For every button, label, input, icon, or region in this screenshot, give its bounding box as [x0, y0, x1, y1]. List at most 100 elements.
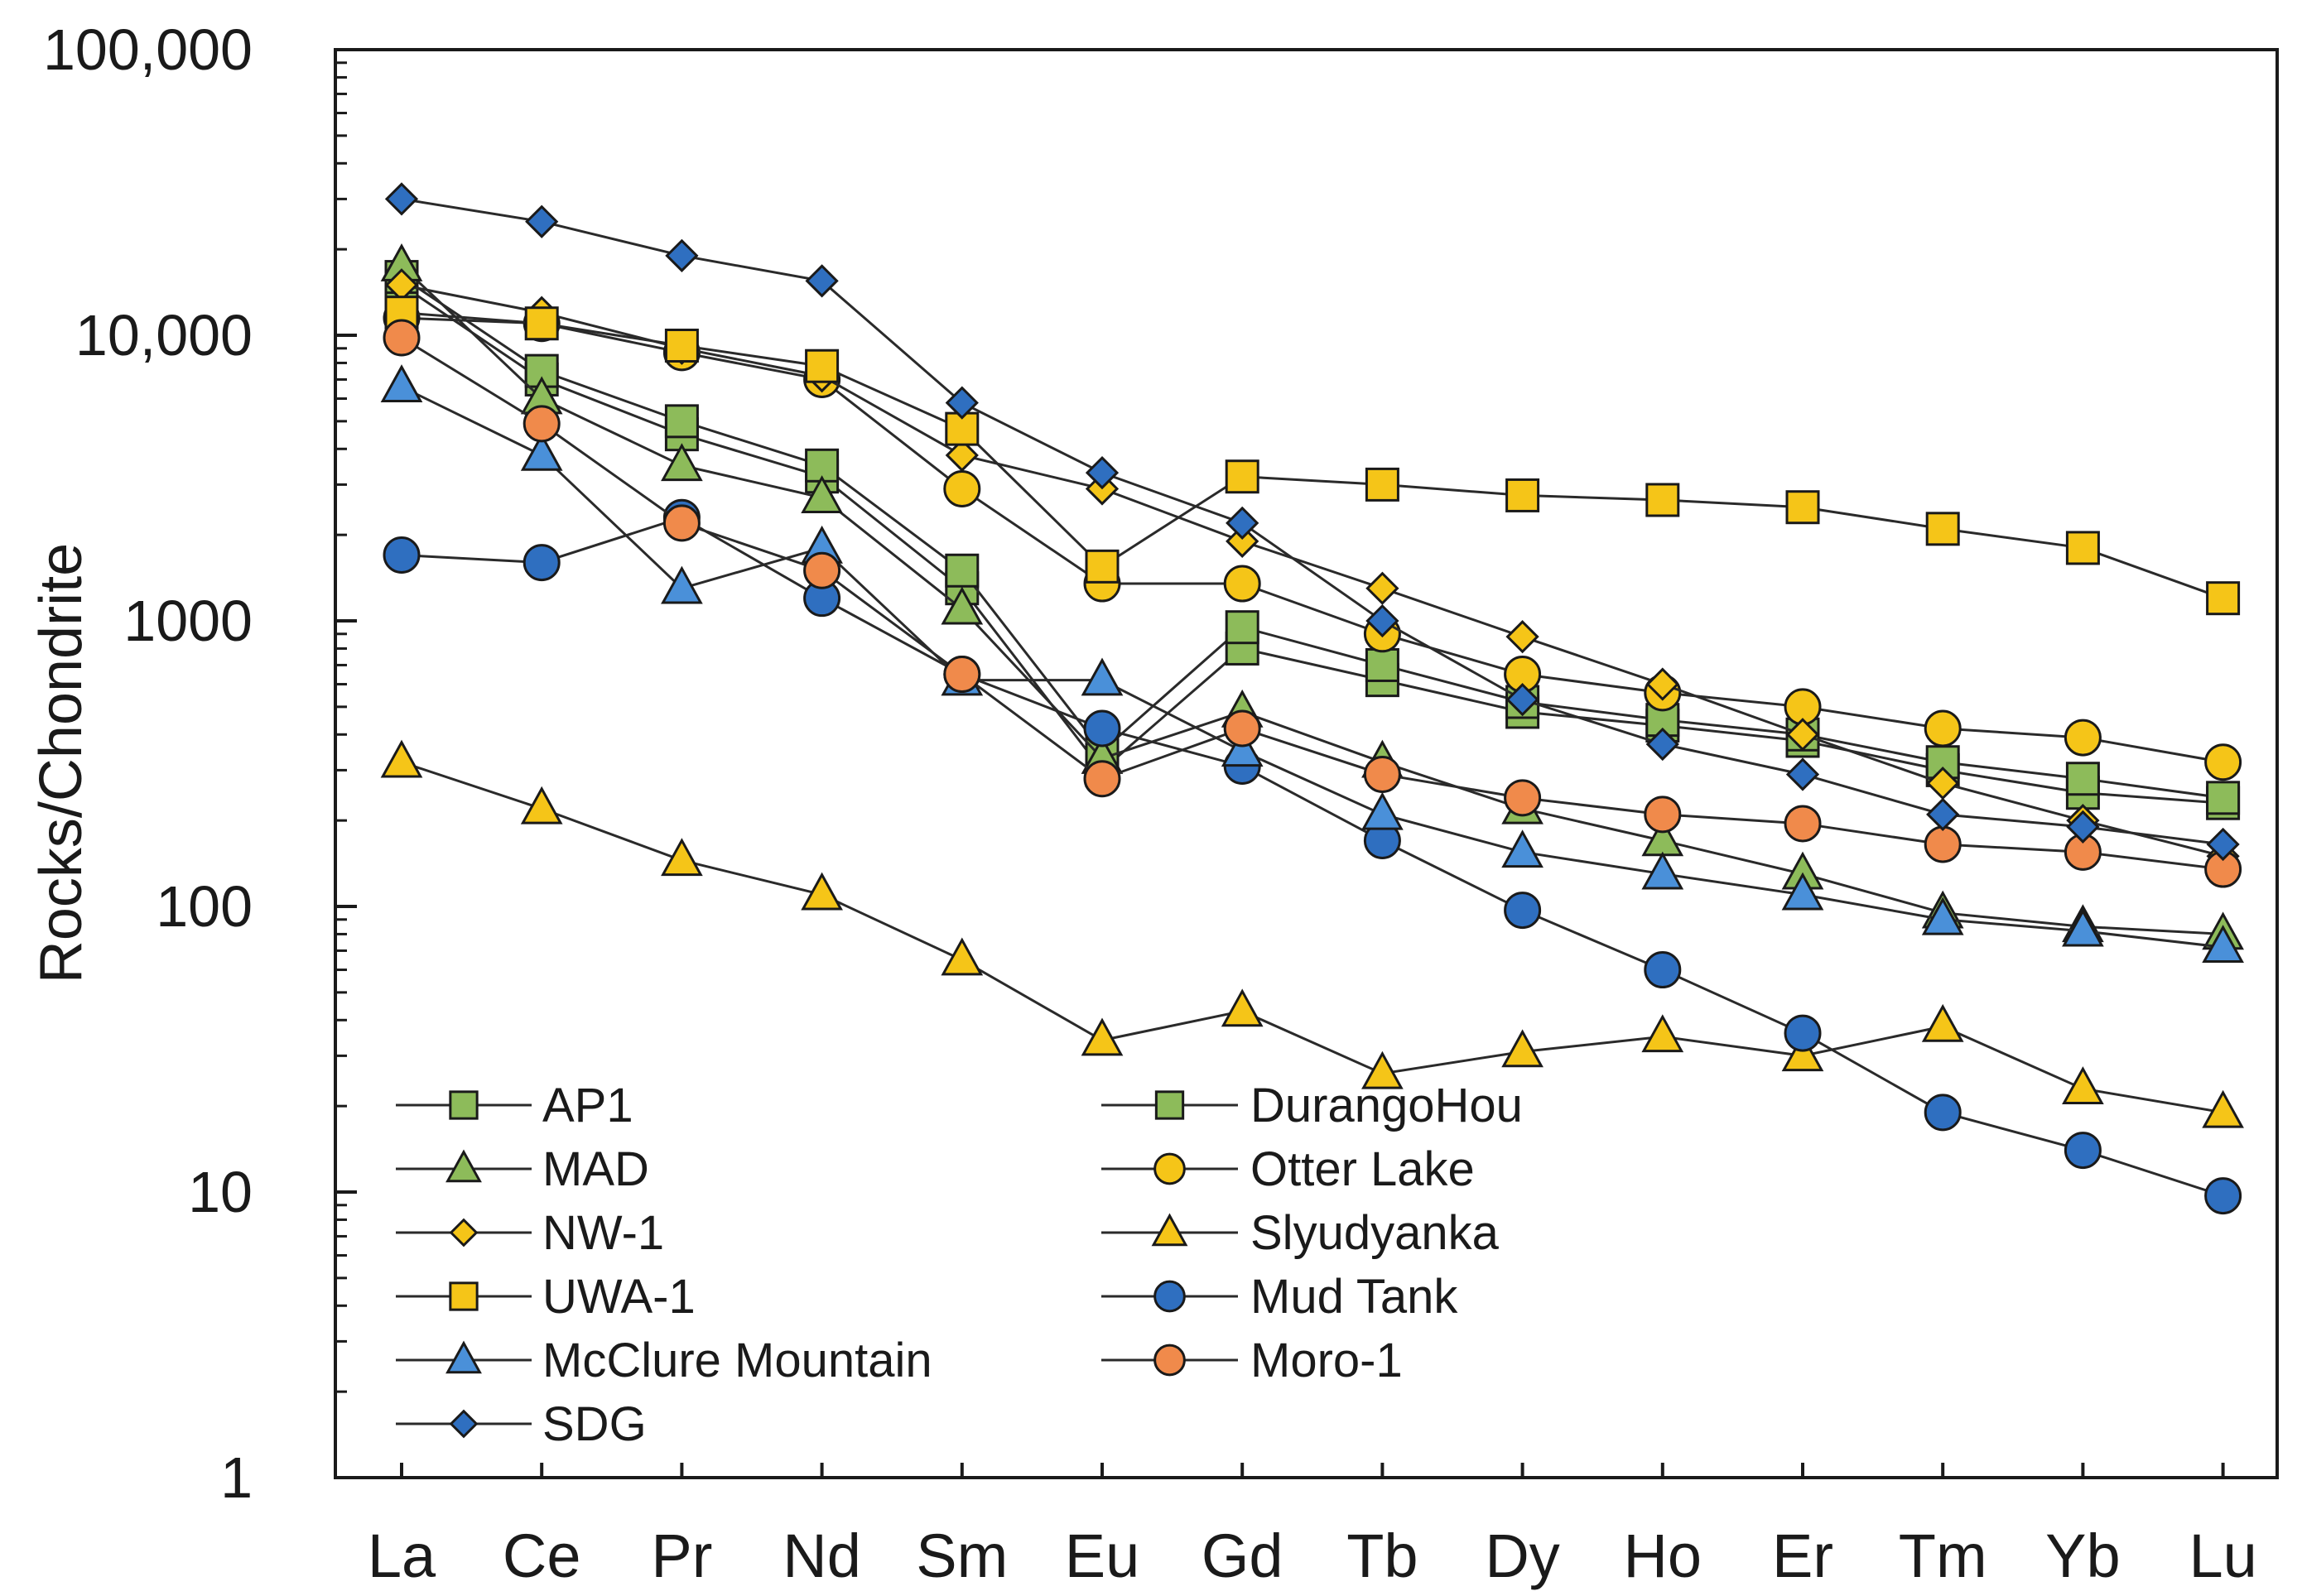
data-point-uwa-1 [2065, 531, 2100, 565]
data-point-mcclure-mountain [2202, 925, 2244, 964]
data-point-slyudyanka [801, 872, 843, 911]
legend-label: Slyudyanka [1250, 1206, 1500, 1260]
legend: AP1 MAD NW-1 UWA-1 McClure Mountain SDG Durang… [396, 1079, 1523, 1451]
legend-item-mad: MAD [396, 1142, 649, 1196]
data-point-moro-1 [383, 319, 421, 357]
data-point-nw-1 [1785, 718, 1820, 752]
data-point-durangohou [2065, 762, 2100, 796]
data-point-uwa-1 [805, 349, 840, 383]
data-point-slyudyanka [1361, 1050, 1404, 1089]
data-point-slyudyanka [1221, 988, 1264, 1027]
y-axis-label: Rocks/Chondrite [28, 543, 94, 983]
data-point-slyudyanka [1781, 1033, 1824, 1072]
legend-item-slyudyanka: Slyudyanka [1101, 1206, 1500, 1260]
data-point-moro-1 [1223, 709, 1261, 748]
data-point-mud-tank [1784, 1014, 1822, 1052]
data-point-otter-lake [943, 469, 981, 507]
data-point-mcclure-mountain [1221, 728, 1264, 767]
legend-label: DurangoHou [1250, 1079, 1523, 1132]
data-point-mud-tank [383, 536, 421, 574]
data-point-mud-tank [1644, 951, 1682, 989]
data-point-nw-1 [945, 438, 979, 473]
data-point-sdg [2206, 827, 2240, 862]
data-point-mad [661, 443, 703, 482]
data-point-uwa-1 [524, 306, 559, 341]
data-point-uwa-1 [1505, 478, 1540, 512]
data-point-otter-lake [1924, 709, 1962, 748]
legend-label: MAD [542, 1142, 649, 1196]
y-axis-ticks: 1 10 100 1000 10,000 100,000 [43, 17, 357, 1510]
series-line-sdg [401, 197, 2223, 846]
x-tick-label: Ce [503, 1521, 581, 1590]
data-point-uwa-1 [1085, 549, 1120, 584]
data-point-moro-1 [1083, 760, 1121, 798]
data-point-moro-1 [1784, 805, 1822, 843]
series-line-moro-1 [401, 336, 2223, 871]
data-point-sdg [2066, 810, 2100, 844]
data-point-mad [941, 586, 984, 625]
data-point-mcclure-mountain [1641, 851, 1684, 890]
x-tick-label: Ho [1623, 1521, 1702, 1590]
data-point-moro-1 [1504, 779, 1542, 817]
data-point-slyudyanka [1501, 1029, 1543, 1068]
data-point-uwa-1 [1225, 459, 1259, 494]
data-point-durangohou [1365, 647, 1399, 682]
data-point-slyudyanka [661, 838, 703, 877]
data-point-sdg [384, 182, 419, 216]
data-point-sdg [1645, 727, 1679, 762]
data-point-slyudyanka [2062, 1066, 2104, 1104]
legend-label: Moro-1 [1250, 1334, 1403, 1387]
x-tick-label: Pr [651, 1521, 712, 1590]
legend-label: SDG [542, 1397, 647, 1451]
data-point-nw-1 [1226, 524, 1259, 558]
data-point-nw-1 [1365, 571, 1399, 605]
data-point-moro-1 [1924, 825, 1962, 863]
data-point-uwa-1 [1645, 483, 1680, 517]
x-tick-label: Yb [2045, 1521, 2121, 1590]
data-point-slyudyanka [1641, 1014, 1684, 1053]
series-slyudyanka [380, 739, 2244, 1128]
data-point-mcclure-mountain [1501, 829, 1543, 868]
legend-marker [449, 1281, 479, 1311]
series-line-nw-1 [401, 283, 2223, 858]
data-point-sdg [665, 238, 699, 272]
data-point-sdg [805, 264, 839, 298]
data-point-durangohou [664, 404, 699, 439]
x-tick-label: Tm [1899, 1521, 1987, 1590]
data-point-nw-1 [1505, 620, 1539, 654]
y-tick-label: 100,000 [43, 17, 253, 82]
x-tick-label: Lu [2189, 1521, 2256, 1590]
legend-label: Mud Tank [1250, 1270, 1458, 1324]
legend-label: Otter Lake [1250, 1142, 1475, 1196]
data-point-mcclure-mountain [1081, 657, 1124, 696]
data-point-slyudyanka [1921, 1003, 1964, 1042]
legend-marker [445, 1340, 482, 1374]
y-tick-label: 10 [188, 1160, 253, 1224]
series-group [380, 182, 2244, 1215]
data-point-uwa-1 [1925, 512, 1960, 546]
legend-item-moro-1: Moro-1 [1101, 1334, 1403, 1387]
data-point-mcclure-mountain [380, 364, 423, 403]
plot-frame [334, 48, 2279, 1479]
data-point-sdg [1505, 683, 1539, 717]
series-line-mad [400, 265, 2223, 935]
data-point-sdg [1085, 455, 1120, 490]
legend-item-mcclure-mountain: McClure Mountain [396, 1334, 932, 1387]
data-point-mcclure-mountain [520, 432, 563, 471]
legend-item-sdg: SDG [396, 1397, 647, 1451]
data-point-slyudyanka [941, 937, 984, 976]
data-point-durangohou [1225, 610, 1259, 645]
data-point-durangohou [945, 553, 980, 588]
data-point-mcclure-mountain [2062, 908, 2104, 947]
legend-label: McClure Mountain [542, 1334, 932, 1387]
legend-marker [1151, 1213, 1188, 1247]
data-point-sdg [1365, 603, 1399, 638]
data-point-uwa-1 [1365, 467, 1399, 502]
legend-item-ap1: AP1 [396, 1079, 633, 1132]
series-sdg [384, 182, 2240, 862]
legend-marker [445, 1149, 482, 1183]
data-point-slyudyanka [380, 739, 423, 778]
legend-label: AP1 [542, 1079, 633, 1132]
data-point-mud-tank [2064, 1132, 2102, 1170]
x-tick-label: Sm [916, 1521, 1008, 1590]
